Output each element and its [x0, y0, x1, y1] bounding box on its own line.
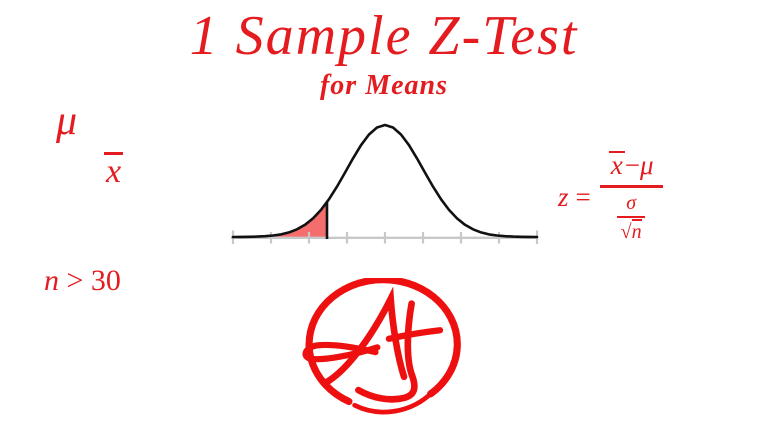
minus-sign: − [624, 150, 640, 180]
formula-fraction: x−μ σ √n [599, 150, 663, 244]
bell-curve-path [231, 123, 539, 239]
formula-equals: = [575, 181, 591, 212]
radical-sign: √ [620, 221, 632, 243]
sample-size-condition: n > 30 [44, 264, 121, 297]
logo-ellipse-stroke [305, 278, 461, 406]
formula-denominator: σ √n [617, 188, 646, 244]
formula-z: z [558, 181, 569, 212]
xbar-overline: x [104, 152, 124, 190]
n-under-radical: n [631, 219, 642, 243]
shaded-left-tail [261, 202, 327, 238]
sample-mean-symbol: x [104, 152, 124, 190]
normal-distribution-chart [231, 123, 539, 244]
logo-a-crossbar [302, 341, 381, 363]
at-logo [302, 278, 461, 415]
page-title: 1 Sample Z-Test [189, 5, 579, 67]
population-mean-symbol: μ [56, 98, 78, 144]
z-formula: z = x−μ σ √n [558, 142, 763, 252]
logo-a-stroke [322, 286, 408, 386]
sqrt-n: √n [621, 218, 642, 244]
logo-bottom-swoosh [352, 389, 435, 415]
mu-in-formula: μ [639, 150, 654, 180]
logo-t-crossbar [385, 327, 444, 342]
sigma-symbol: σ [617, 192, 646, 218]
xbar-in-formula: x [608, 150, 625, 180]
page-subtitle: for Means [319, 70, 448, 101]
logo-t-stroke [355, 300, 418, 403]
formula-numerator: x−μ [599, 150, 663, 188]
